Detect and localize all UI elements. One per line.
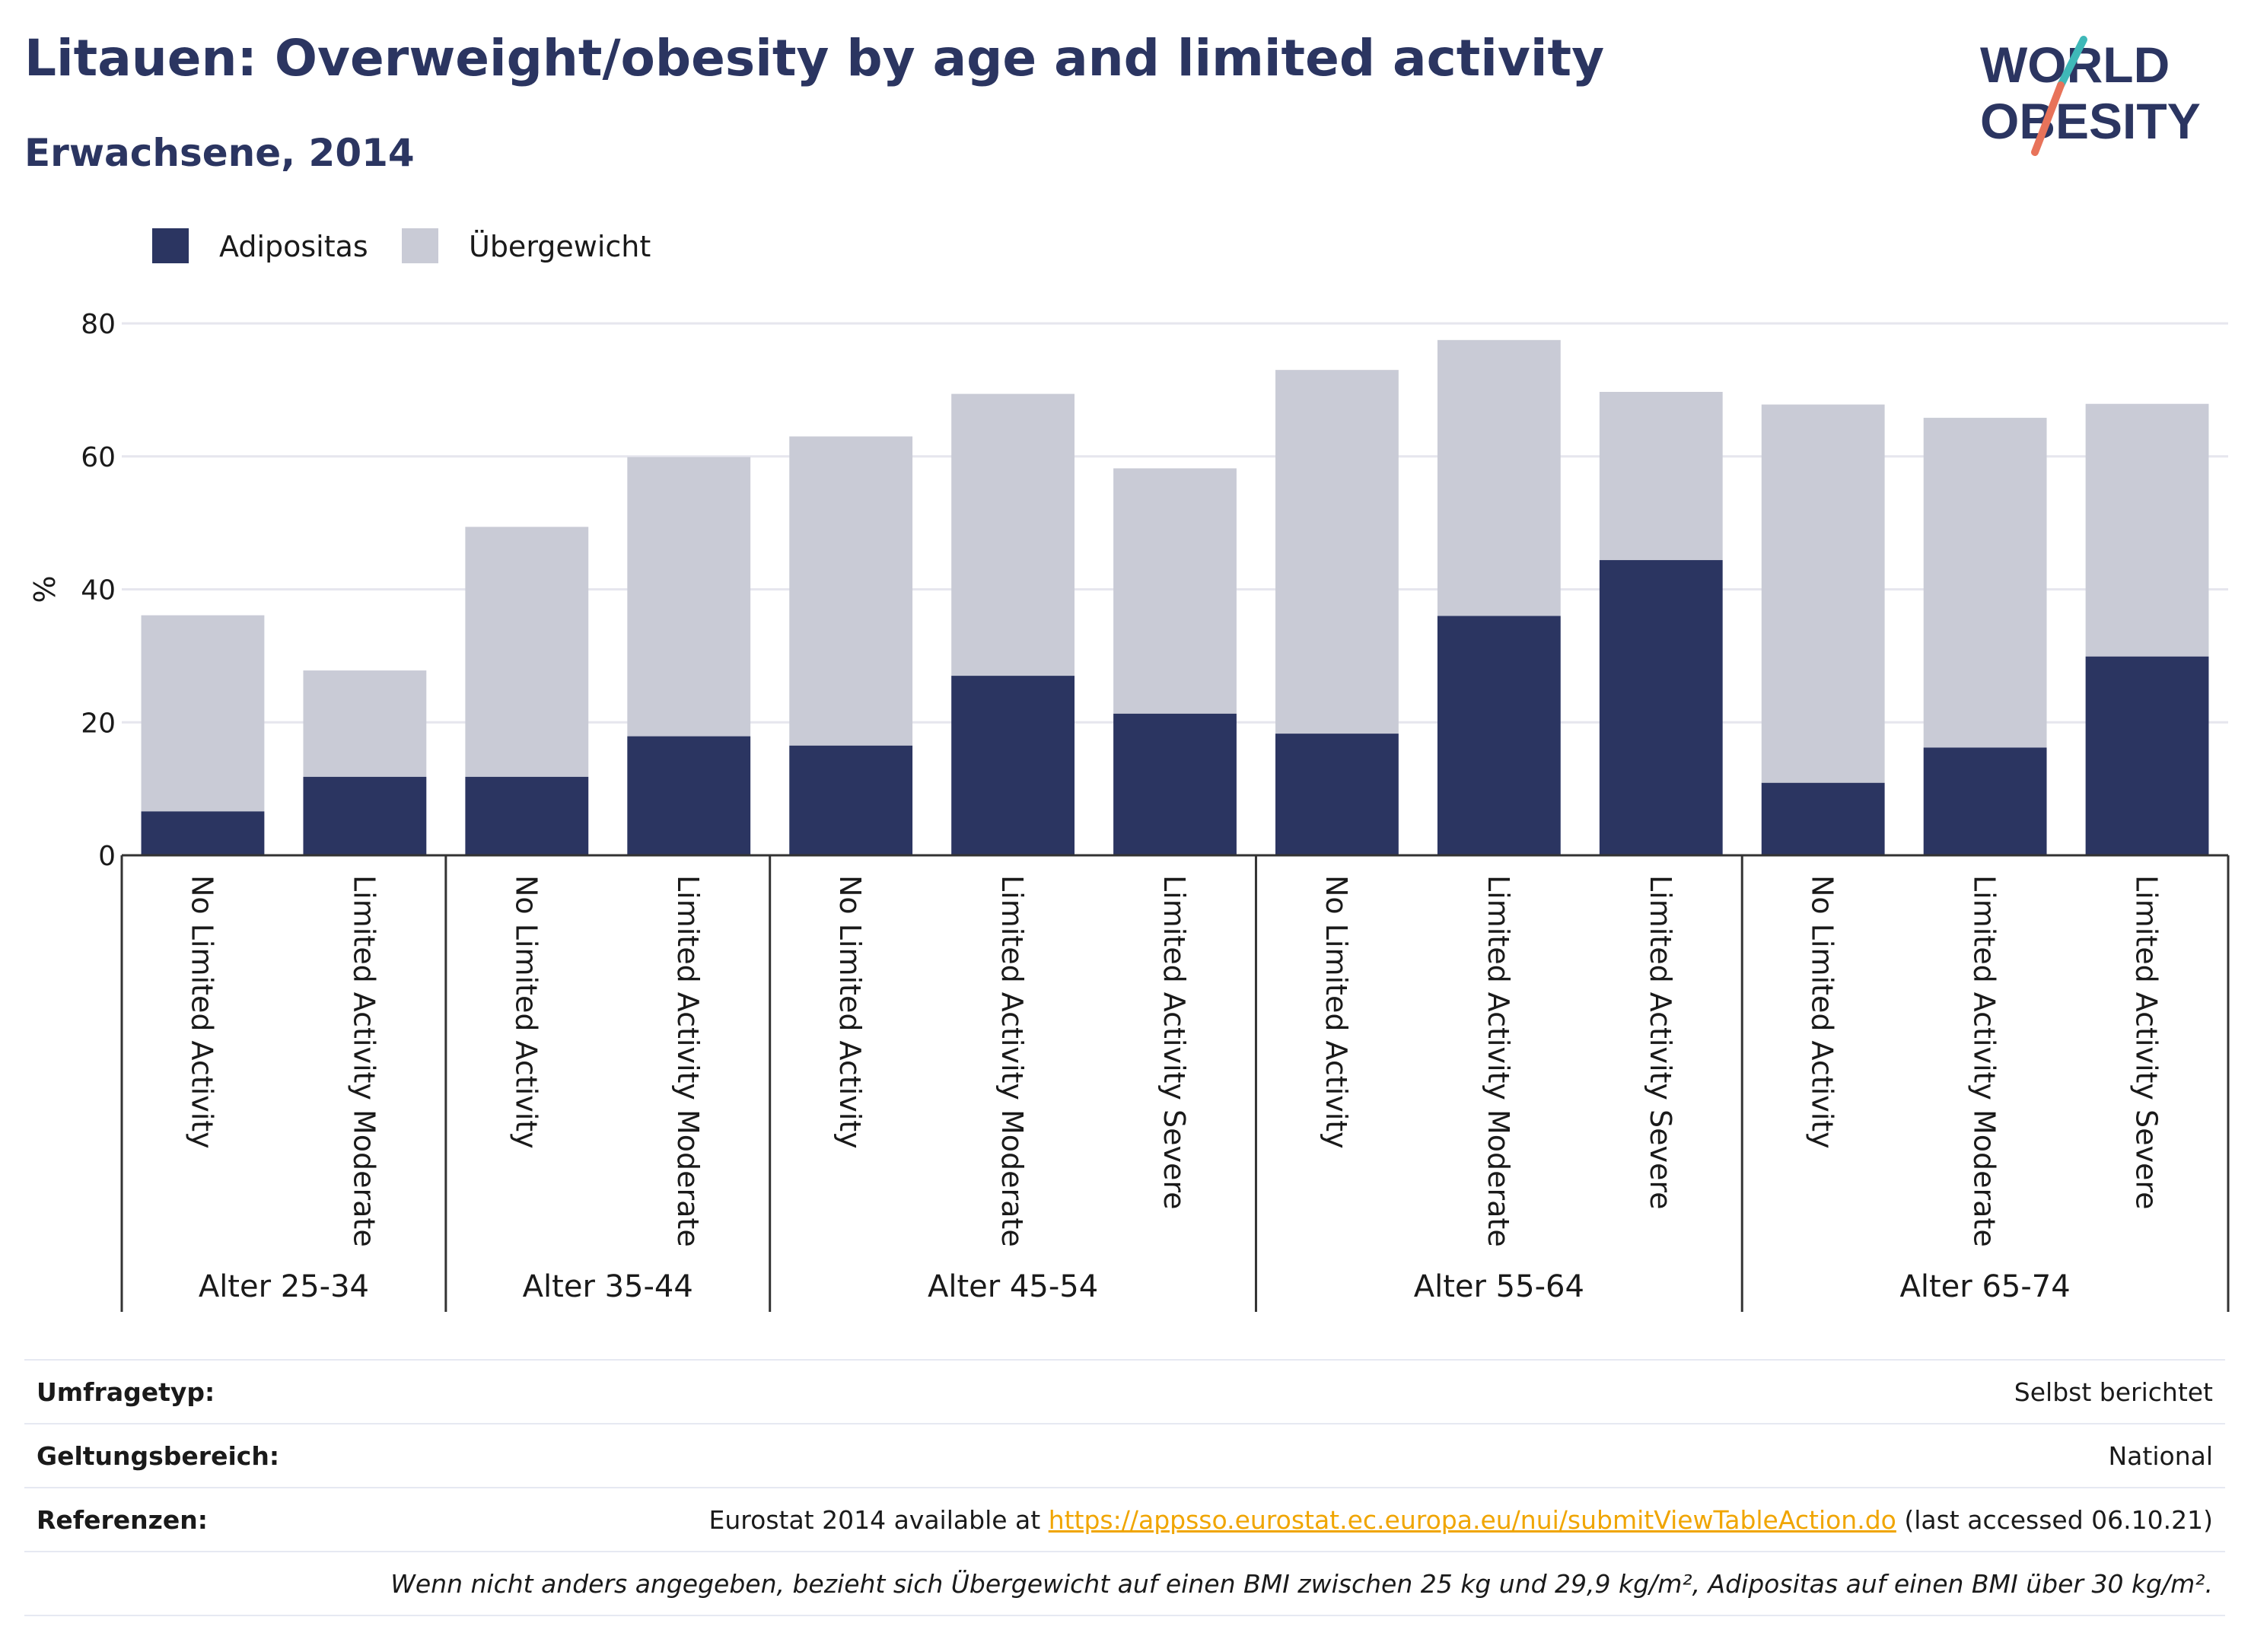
footer-row-note: Wenn nicht anders angegeben, bezieht sic… (24, 1551, 2225, 1616)
bar-adipositas (1437, 616, 1561, 855)
x-tick-label: Limited Activity Moderate (1968, 875, 2001, 1247)
bar-adipositas (1113, 713, 1237, 855)
x-tick-label: Limited Activity Moderate (1482, 875, 1515, 1247)
logo-slash-coral (2031, 81, 2065, 156)
references-label: Referenzen: (37, 1505, 208, 1535)
y-tick-label: 60 (81, 442, 116, 473)
y-tick-label: 80 (81, 309, 116, 340)
logo-slash-teal (2057, 36, 2087, 89)
bar-adipositas (627, 736, 751, 855)
bar-uebergewicht (1275, 370, 1399, 734)
x-tick-label: No Limited Activity (1806, 875, 1839, 1149)
bmi-definition-note: Wenn nicht anders angegeben, bezieht sic… (390, 1569, 2213, 1599)
chart-footer: Umfragetyp: Selbst berichtet Geltungsber… (24, 1359, 2225, 1616)
x-tick-label: No Limited Activity (509, 875, 543, 1149)
bar-uebergewicht (141, 615, 265, 812)
x-tick-label: Limited Activity Severe (1644, 875, 1677, 1210)
y-tick-label: 0 (98, 841, 116, 872)
bar-uebergewicht (1437, 339, 1561, 616)
group-label: Alter 25-34 (199, 1269, 369, 1304)
bar-uebergewicht (951, 393, 1075, 676)
page-title: Litauen: Overweight/obesity by age and l… (24, 29, 1605, 88)
bar-uebergewicht (1761, 404, 1885, 783)
references-value: Eurostat 2014 available at https://appss… (709, 1505, 2213, 1535)
bar-adipositas (1275, 734, 1399, 855)
x-tick-label: Limited Activity Severe (2130, 875, 2163, 1210)
bar-uebergewicht (1599, 391, 1723, 561)
bar-adipositas (1923, 747, 2047, 855)
world-obesity-logo: WORLD OBESITY (1980, 36, 2201, 156)
x-tick-label: Limited Activity Moderate (347, 875, 380, 1247)
legend-swatch-uebergewicht (402, 228, 438, 263)
footer-row-scope: Geltungsbereich: National (24, 1423, 2225, 1487)
x-tick-label: No Limited Activity (833, 875, 867, 1149)
bar-adipositas (465, 776, 589, 855)
x-tick-label: Limited Activity Moderate (995, 875, 1029, 1247)
group-label: Alter 55-64 (1414, 1269, 1584, 1304)
bar-adipositas (1761, 782, 1885, 855)
bar-adipositas (789, 745, 913, 855)
bar-adipositas (303, 776, 427, 855)
bar-adipositas (951, 676, 1075, 855)
footer-row-references: Referenzen: Eurostat 2014 available at h… (24, 1487, 2225, 1551)
y-tick-label: 20 (81, 708, 116, 739)
references-link[interactable]: https://appsso.eurostat.ec.europa.eu/nui… (1048, 1505, 1896, 1535)
y-axis-label: % (28, 575, 62, 603)
group-label: Alter 65-74 (1900, 1269, 2071, 1304)
bar-uebergewicht (2085, 403, 2209, 657)
legend-swatch-adipositas (152, 228, 189, 263)
x-tick-label: No Limited Activity (185, 875, 218, 1149)
scope-value: National (2108, 1441, 2213, 1471)
scope-label: Geltungsbereich: (37, 1441, 280, 1471)
x-tick-label: Limited Activity Severe (1157, 875, 1191, 1210)
stacked-bar-chart: Adipositas Übergewicht 0 20 40 60 80 % No Li… (28, 228, 2230, 1312)
y-tick-label: 40 (81, 575, 116, 606)
x-tick-label: No Limited Activity (1320, 875, 1353, 1149)
survey-type-value: Selbst berichtet (2014, 1377, 2213, 1407)
bar-adipositas (1599, 560, 1723, 855)
x-tick-label: Limited Activity Moderate (671, 875, 705, 1247)
bar-uebergewicht (789, 436, 913, 746)
bar-adipositas (141, 811, 265, 855)
group-label: Alter 45-54 (928, 1269, 1098, 1304)
references-prefix: Eurostat 2014 available at (708, 1505, 1049, 1535)
svg-text:OBESITY: OBESITY (1980, 93, 2201, 149)
bar-uebergewicht (1113, 468, 1237, 714)
references-suffix: (last accessed 06.10.21) (1896, 1505, 2213, 1535)
bars (141, 339, 2209, 855)
survey-type-label: Umfragetyp: (37, 1377, 215, 1407)
bar-uebergewicht (465, 527, 589, 777)
x-axis: No Limited Activity Limited Activity Mode… (120, 854, 2230, 1312)
legend-label-uebergewicht: Übergewicht (469, 230, 651, 263)
footer-row-survey-type: Umfragetyp: Selbst berichtet (24, 1359, 2225, 1423)
bar-uebergewicht (303, 670, 427, 777)
bar-adipositas (2085, 656, 2209, 855)
y-axis: 0 20 40 60 80 (81, 309, 116, 872)
page-subtitle: Erwachsene, 2014 (24, 131, 415, 175)
group-label: Alter 35-44 (523, 1269, 693, 1304)
bar-uebergewicht (1923, 418, 2047, 748)
legend-label-adipositas: Adipositas (219, 230, 368, 263)
bar-uebergewicht (627, 457, 751, 737)
chart-legend: Adipositas Übergewicht (152, 228, 651, 263)
